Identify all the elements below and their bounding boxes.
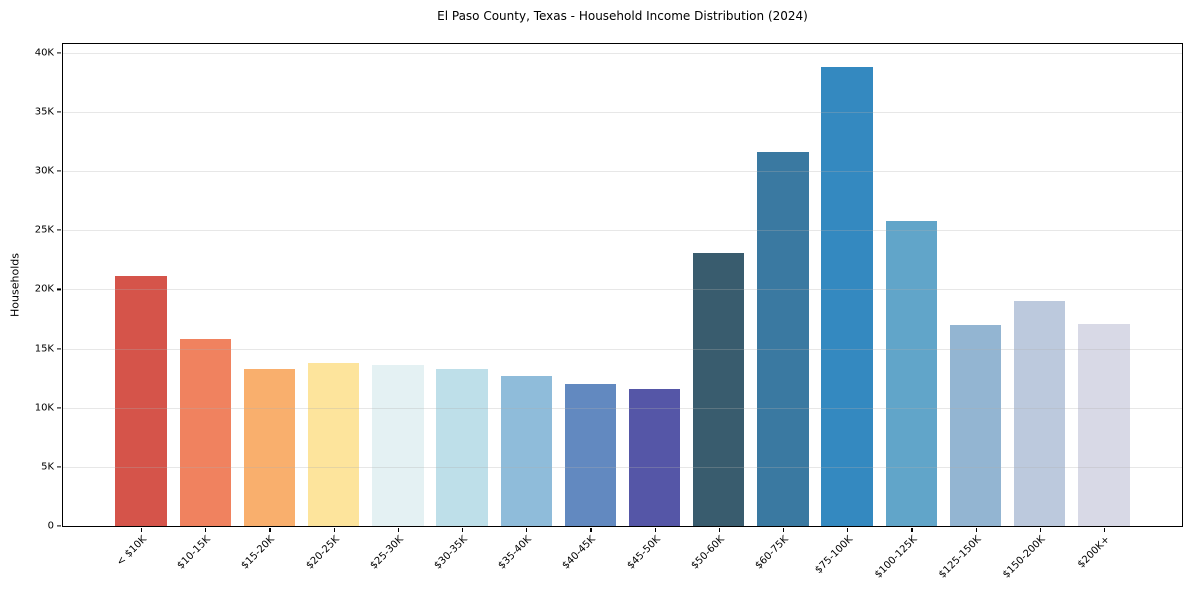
- bar-slot: $150-200K: [1001, 44, 1072, 580]
- bars-container: < $10K $10-15K $15-20K $20-25K $25-30K $30-35…: [63, 44, 1182, 580]
- x-tick-label: $150-200K: [1001, 534, 1048, 581]
- x-tick-mark: [847, 527, 849, 532]
- x-tick-mark: [975, 527, 977, 532]
- bar-slot: $50-60K: [687, 44, 751, 571]
- x-tick-label: $75-100K: [812, 534, 855, 576]
- bar: [179, 339, 231, 526]
- x-tick-mark: [1039, 527, 1041, 532]
- bar: [628, 388, 681, 526]
- y-tick-mark: [57, 229, 62, 231]
- bar: [1078, 323, 1130, 526]
- chart-title: El Paso County, Texas - Household Income…: [437, 9, 808, 23]
- x-tick-mark: [141, 527, 143, 532]
- x-tick-label: $35-40K: [496, 534, 534, 572]
- x-tick-mark: [397, 527, 400, 532]
- y-tick-label: 20K: [34, 283, 54, 295]
- x-tick-label: $60-75K: [753, 534, 791, 572]
- y-tick-label: 40K: [34, 47, 54, 59]
- bar: [757, 152, 809, 526]
- x-tick-label: $125-150K: [936, 534, 984, 581]
- x-tick-mark: [526, 527, 528, 532]
- y-tick-label: 30K: [34, 165, 54, 177]
- x-tick-label: $40-45K: [560, 534, 599, 572]
- x-tick-label: $30-35K: [432, 534, 470, 572]
- bar-slot: < $10K: [109, 44, 173, 568]
- bar-slot: $60-75K: [751, 44, 815, 571]
- x-tick-mark: [590, 527, 592, 532]
- y-tick-label: 10K: [34, 402, 54, 414]
- x-tick-label: $20-25K: [303, 534, 342, 572]
- y-tick-mark: [57, 525, 62, 527]
- bar: [500, 375, 552, 526]
- bar: [1014, 301, 1066, 526]
- bar-slot: $200K+: [1072, 44, 1136, 570]
- x-tick-label: $10-15K: [175, 534, 214, 572]
- bar: [243, 368, 296, 526]
- bar: [307, 362, 360, 526]
- bar: [821, 67, 873, 526]
- x-tick-mark: [269, 527, 271, 532]
- y-tick-mark: [57, 170, 62, 172]
- x-tick-mark: [782, 527, 785, 532]
- bar: [372, 365, 424, 526]
- y-tick-mark: [57, 52, 62, 54]
- x-tick-label: $45-50K: [624, 534, 663, 572]
- y-axis-label: Households: [8, 253, 22, 317]
- x-tick-label: < $10K: [114, 534, 149, 569]
- x-tick-label: $15-20K: [239, 534, 278, 572]
- bar: [564, 384, 617, 526]
- bar-slot: $125-150K: [937, 44, 1007, 580]
- x-tick-mark: [911, 527, 913, 532]
- x-tick-mark: [654, 527, 656, 532]
- x-tick-mark: [718, 527, 720, 532]
- bar: [885, 220, 938, 526]
- x-tick-mark: [333, 527, 335, 532]
- y-tick-label: 25K: [34, 224, 54, 236]
- x-tick-label: $200K+: [1075, 534, 1112, 571]
- bar-slot: $30-35K: [430, 44, 494, 571]
- y-tick-label: 0: [47, 520, 54, 532]
- y-tick-mark: [57, 111, 62, 113]
- bar-slot: $15-20K: [237, 44, 301, 571]
- bar: [436, 368, 488, 526]
- bar: [115, 276, 167, 526]
- y-tick-mark: [57, 407, 62, 409]
- x-tick-mark: [1103, 527, 1106, 532]
- bar-slot: $25-30K: [366, 44, 430, 571]
- bar-slot: $40-45K: [558, 44, 622, 571]
- x-tick-mark: [205, 527, 207, 532]
- bar-slot: $35-40K: [494, 44, 558, 571]
- bar-slot: $75-100K: [813, 44, 879, 576]
- x-tick-label: $100-125K: [872, 534, 920, 581]
- y-tick-mark: [57, 347, 62, 350]
- bar-slot: $20-25K: [302, 44, 366, 571]
- y-tick-label: 5K: [41, 461, 54, 473]
- x-tick-label: $25-30K: [368, 534, 406, 572]
- bar-slot: $100-125K: [873, 44, 943, 580]
- x-tick-label: $50-60K: [689, 534, 727, 572]
- bar: [693, 252, 745, 526]
- plot-area: 0 5K 10K 15K 20K 25K 30K 35K 40K < $10K $10-15K $1…: [35, 43, 1183, 580]
- y-tick-label: 15K: [34, 343, 54, 355]
- bar-slot: $10-15K: [173, 44, 237, 571]
- bar-slot: $45-50K: [623, 44, 687, 571]
- x-tick-mark: [462, 527, 464, 532]
- y-tick-label: 35K: [34, 106, 54, 118]
- y-tick-mark: [57, 288, 62, 291]
- bar: [949, 324, 1002, 526]
- y-tick-mark: [57, 466, 62, 468]
